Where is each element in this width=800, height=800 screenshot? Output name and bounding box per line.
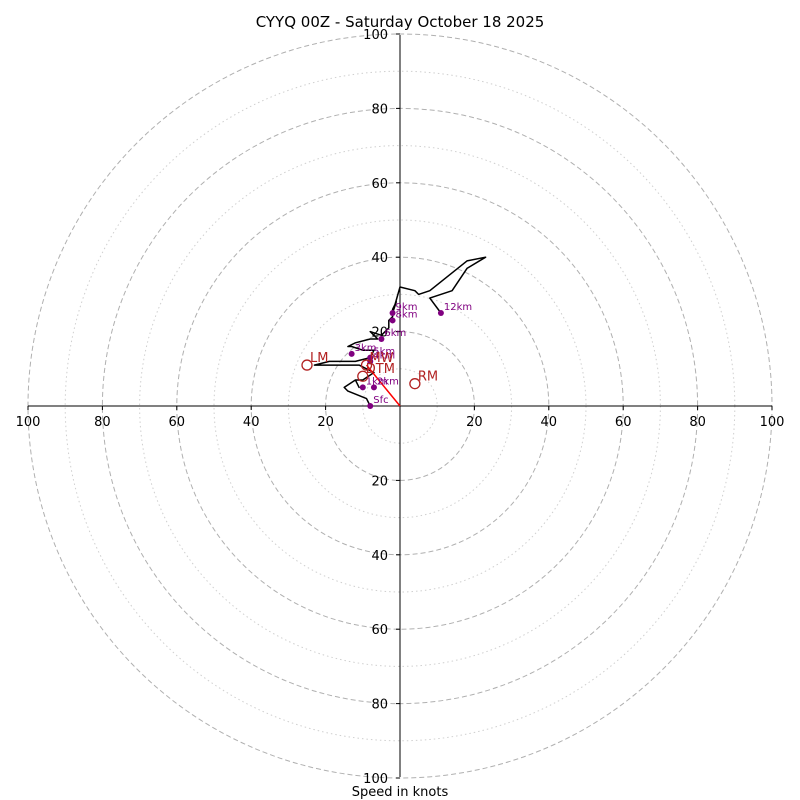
height-marker-8km bbox=[389, 317, 396, 324]
motion-label-mw: MW bbox=[370, 351, 394, 366]
motion-marker-dtm bbox=[357, 370, 369, 382]
chart-title: CYYQ 00Z - Saturday October 18 2025 bbox=[256, 13, 545, 31]
y-tick-label: 80 bbox=[371, 698, 388, 713]
x-tick-label: 40 bbox=[541, 415, 558, 430]
height-marker-sfc bbox=[367, 403, 374, 409]
y-tick-label: 100 bbox=[363, 28, 388, 43]
x-tick-label: 100 bbox=[760, 415, 785, 430]
motion-label-dtm: DTM bbox=[366, 362, 395, 377]
height-label-5km: 5km bbox=[373, 347, 395, 358]
motion-marker-lm bbox=[301, 359, 313, 371]
x-tick-label: 80 bbox=[689, 415, 706, 430]
height-marker-6km bbox=[378, 336, 385, 343]
height-label-8km: 8km bbox=[396, 309, 418, 320]
height-label-4km: 4km bbox=[373, 350, 395, 361]
height-marker-2km bbox=[370, 384, 377, 391]
height-label-1km: 1km bbox=[366, 376, 388, 387]
height-label-3km: 3km bbox=[355, 343, 377, 354]
motion-marker-rm bbox=[409, 378, 421, 390]
y-tick-label: 60 bbox=[371, 177, 388, 192]
tick-labels: 100 80 60 40 20 20 40 60 80 100100806040202040608… bbox=[16, 28, 785, 787]
height-marker-9km bbox=[389, 310, 396, 316]
height-label-sfc: Sfc bbox=[373, 395, 388, 406]
x-tick-label: 40 bbox=[243, 415, 260, 430]
y-tick-label: 20 bbox=[371, 474, 388, 489]
height-label-2km: 2km bbox=[377, 376, 399, 387]
y-tick-label: 80 bbox=[371, 102, 388, 117]
x-tick-label: 60 bbox=[615, 415, 632, 430]
x-tick-label: 60 bbox=[169, 415, 186, 430]
x-tick-label: 100 bbox=[16, 415, 41, 430]
y-tick-label: 100 bbox=[363, 772, 388, 787]
height-label-12km: 12km bbox=[444, 302, 472, 313]
height-marker-12km bbox=[437, 310, 444, 316]
height-marker-5km bbox=[367, 354, 374, 361]
mean-wind-vector bbox=[365, 364, 401, 407]
motion-marker-mw bbox=[360, 359, 373, 371]
motion-label-rm: RM bbox=[418, 370, 438, 385]
height-marker-1km bbox=[359, 384, 366, 391]
y-tick-label: 60 bbox=[371, 623, 388, 638]
height-label-9km: 9km bbox=[396, 302, 418, 313]
x-tick-label: 20 bbox=[466, 415, 483, 430]
x-tick-label: 20 bbox=[317, 415, 334, 430]
height-label-6km: 6km bbox=[384, 328, 406, 339]
height-marker-3km bbox=[348, 350, 355, 357]
x-tick-label: 80 bbox=[94, 415, 111, 430]
x-axis-label: Speed in knots bbox=[352, 785, 449, 800]
y-tick-label: 40 bbox=[371, 549, 388, 564]
y-tick-label: 40 bbox=[371, 251, 388, 266]
motion-label-lm: LM bbox=[310, 351, 328, 366]
